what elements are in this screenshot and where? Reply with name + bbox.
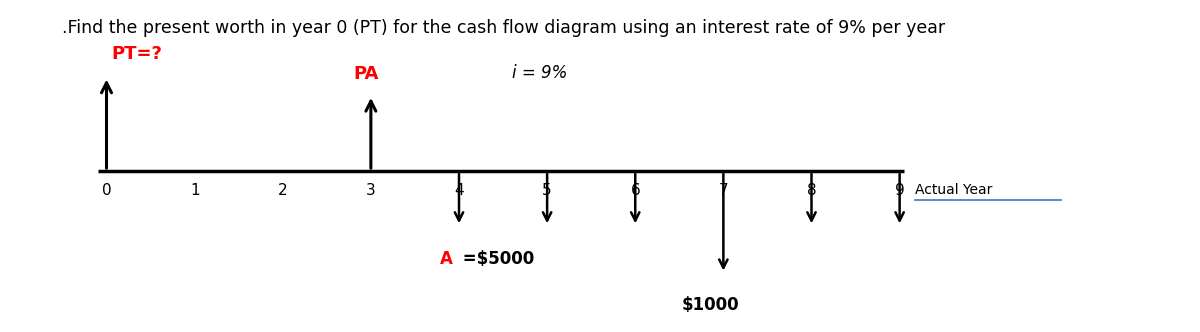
Text: 3: 3 [366, 183, 376, 198]
Text: 8: 8 [806, 183, 816, 198]
Text: .Find the present worth in year 0 (PT) for the cash flow diagram using an intere: .Find the present worth in year 0 (PT) f… [62, 19, 946, 37]
Text: 2: 2 [278, 183, 288, 198]
Text: 0: 0 [102, 183, 112, 198]
Text: $1000: $1000 [682, 296, 739, 314]
Text: 6: 6 [630, 183, 640, 198]
Text: 1: 1 [190, 183, 199, 198]
Text: i = 9%: i = 9% [512, 64, 568, 82]
Text: Actual Year: Actual Year [916, 183, 992, 197]
Text: PA: PA [354, 65, 379, 83]
Text: 4: 4 [454, 183, 464, 198]
Text: A: A [439, 250, 452, 268]
Text: 9: 9 [895, 183, 905, 198]
Text: PT=?: PT=? [110, 45, 162, 63]
Text: 7: 7 [719, 183, 728, 198]
Text: =$5000: =$5000 [457, 250, 534, 268]
Text: 5: 5 [542, 183, 552, 198]
